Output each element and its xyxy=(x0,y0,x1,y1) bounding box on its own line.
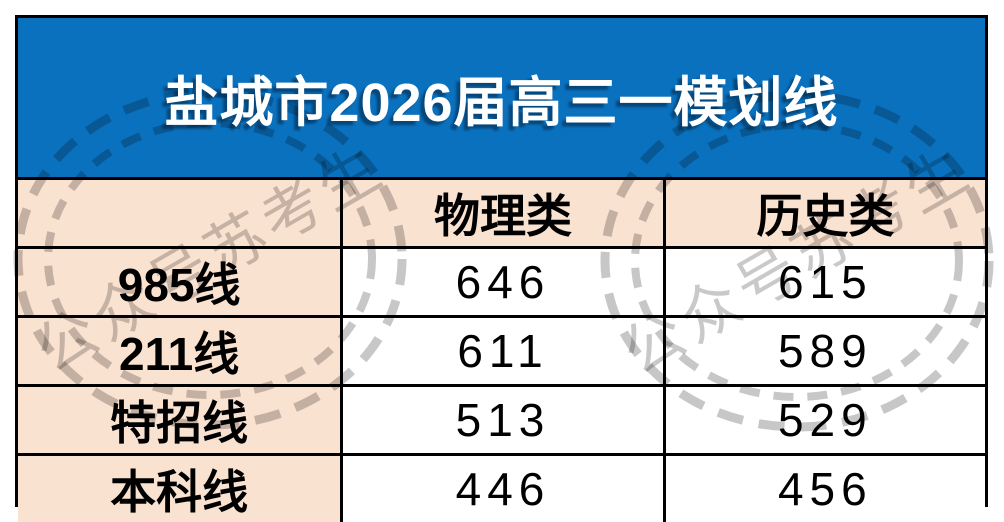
row-label-tezhao: 特招线 xyxy=(110,397,249,449)
column-header-history: 历史类 xyxy=(662,177,985,246)
value-211-physics: 611 xyxy=(457,325,549,377)
value-benke-history: 456 xyxy=(777,463,873,515)
row-label-985: 985线 xyxy=(117,259,241,311)
row-label-211: 211线 xyxy=(119,328,240,380)
title-banner: 盐城市2026届高三一模划线 xyxy=(18,18,985,177)
value-cell-985-history: 615 xyxy=(662,246,985,315)
value-benke-physics: 446 xyxy=(455,463,551,515)
cutoff-table: 盐城市2026届高三一模划线 物理类 历史类 985线 646 615 xyxy=(13,15,994,522)
column-header-physics: 物理类 xyxy=(340,177,663,246)
page-title: 盐城市2026届高三一模划线 xyxy=(164,73,839,133)
table-grid: 物理类 历史类 985线 646 615 211线 611 xyxy=(18,177,985,522)
value-cell-211-history: 589 xyxy=(662,315,985,384)
value-cell-tezhao-history: 529 xyxy=(662,384,985,453)
column-header-physics-label: 物理类 xyxy=(433,190,572,242)
row-label-benke: 本科线 xyxy=(110,466,249,518)
value-cell-benke-history: 456 xyxy=(662,453,985,522)
row-label-cell-211: 211线 xyxy=(18,315,341,384)
value-cell-211-physics: 611 xyxy=(340,315,663,384)
value-985-physics: 646 xyxy=(455,256,551,308)
row-label-cell-tezhao: 特招线 xyxy=(18,384,341,453)
row-label-cell-benke: 本科线 xyxy=(18,453,341,522)
value-tezhao-physics: 513 xyxy=(455,394,551,446)
value-211-history: 589 xyxy=(777,325,873,377)
column-header-history-label: 历史类 xyxy=(756,190,895,242)
corner-header-cell xyxy=(18,177,341,246)
row-label-cell-985: 985线 xyxy=(18,246,341,315)
value-985-history: 615 xyxy=(777,256,873,308)
value-cell-tezhao-physics: 513 xyxy=(340,384,663,453)
value-tezhao-history: 529 xyxy=(777,394,873,446)
value-cell-985-physics: 646 xyxy=(340,246,663,315)
value-cell-benke-physics: 446 xyxy=(340,453,663,522)
